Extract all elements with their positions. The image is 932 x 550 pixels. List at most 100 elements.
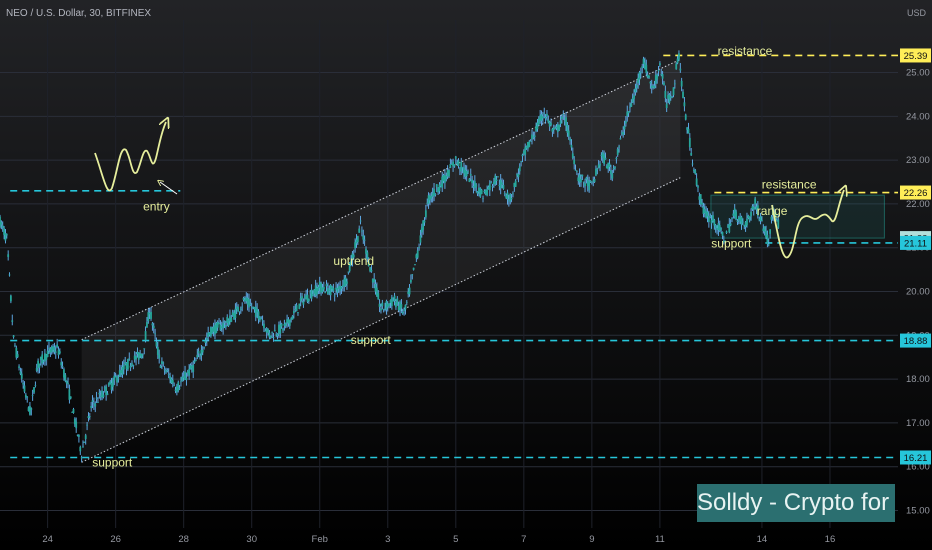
candle-body xyxy=(148,312,151,315)
candle-body xyxy=(540,114,543,121)
candle-body xyxy=(426,202,429,204)
currency-label: USD xyxy=(907,8,927,18)
candle-body xyxy=(91,400,94,403)
candle-body xyxy=(211,328,214,334)
candle-body xyxy=(340,286,343,289)
candle-body xyxy=(128,358,131,360)
candle-body xyxy=(491,186,494,188)
candle-body xyxy=(498,185,501,186)
candle-body xyxy=(359,220,362,222)
candle-body xyxy=(493,182,495,185)
candle-body xyxy=(185,377,188,381)
candle-body xyxy=(337,286,340,289)
candle-body xyxy=(80,457,83,459)
candle-body xyxy=(637,77,640,84)
candle-body xyxy=(50,346,53,353)
candle-body xyxy=(173,384,176,386)
candle-body xyxy=(453,164,456,167)
candle-body xyxy=(464,169,467,177)
candle-body xyxy=(298,303,301,309)
candle-body xyxy=(758,219,761,221)
price-axis[interactable]: 15.0016.0017.0018.0019.0020.0021.0022.00… xyxy=(900,48,931,516)
candle-body xyxy=(335,287,337,290)
candle-body xyxy=(166,370,169,371)
candle-body xyxy=(702,206,705,214)
candle-body xyxy=(690,152,693,156)
candle-body xyxy=(317,286,320,291)
candle-body xyxy=(309,292,312,294)
candle-body xyxy=(404,304,407,310)
candle-body xyxy=(105,386,108,396)
candle-body xyxy=(543,113,546,115)
candle-body xyxy=(107,383,110,386)
candle-body xyxy=(269,335,272,338)
y-tick-label: 22.00 xyxy=(906,199,930,210)
candle-body xyxy=(212,326,215,332)
candle-body xyxy=(522,151,525,154)
candle-body xyxy=(654,75,657,84)
candle-body xyxy=(258,316,261,321)
x-tick-label: 26 xyxy=(110,534,121,545)
candle-body xyxy=(701,202,703,205)
candle-body xyxy=(735,211,737,220)
candle-body xyxy=(110,382,113,390)
candle-body xyxy=(740,216,743,225)
candle-body xyxy=(722,240,725,243)
candle-body xyxy=(190,365,193,369)
candle-body xyxy=(294,309,297,310)
time-axis[interactable]: 24 26 28 30 Feb 3 5 7 9 11 14 16 xyxy=(42,534,835,545)
candle-body xyxy=(550,123,552,125)
candle-body xyxy=(635,84,638,88)
candle-body xyxy=(316,288,318,295)
candle-body xyxy=(1,225,4,228)
candle-body xyxy=(584,183,586,187)
candle-body xyxy=(512,193,514,195)
candle-body xyxy=(648,75,650,78)
candle-body xyxy=(752,206,755,210)
candle-body xyxy=(427,195,430,204)
candle-body xyxy=(767,244,770,246)
candle-body xyxy=(548,121,551,127)
candle-body xyxy=(246,297,249,305)
candle-body xyxy=(122,364,125,370)
candle-body xyxy=(140,353,143,359)
candle-body xyxy=(611,173,614,179)
candle-body xyxy=(639,71,642,73)
candle-body xyxy=(412,267,415,270)
candle-body xyxy=(516,174,518,176)
candle-body xyxy=(505,195,508,198)
candle-body xyxy=(750,211,752,217)
candle-body xyxy=(434,193,437,195)
candle-body xyxy=(72,409,75,413)
candle-body xyxy=(703,209,706,214)
candle-body xyxy=(341,285,344,287)
candle-body xyxy=(321,287,324,293)
candle-body xyxy=(627,111,630,114)
candle-body xyxy=(152,325,155,329)
candle-body xyxy=(673,83,676,85)
x-tick-label: 11 xyxy=(655,534,665,545)
candle-body xyxy=(103,387,106,389)
candle-body xyxy=(529,140,532,142)
candle-body xyxy=(98,392,101,395)
candles xyxy=(0,50,780,463)
x-tick-label: 30 xyxy=(246,534,257,545)
candle-body xyxy=(631,98,634,103)
price-tag-label: 18.88 xyxy=(904,336,928,347)
candle-body xyxy=(450,163,453,165)
candle-body xyxy=(0,216,1,228)
candle-body xyxy=(418,247,420,248)
candle-body xyxy=(728,224,731,233)
candle-body xyxy=(377,293,380,300)
candle-body xyxy=(736,220,739,222)
candle-body xyxy=(242,297,245,300)
candle-body xyxy=(652,86,654,88)
candle-body xyxy=(697,186,699,188)
candle-body xyxy=(399,301,401,311)
candle-body xyxy=(707,215,710,222)
candle-body xyxy=(454,156,457,159)
candle-body xyxy=(38,363,41,368)
candle-body xyxy=(280,323,283,327)
candle-body xyxy=(78,435,80,437)
